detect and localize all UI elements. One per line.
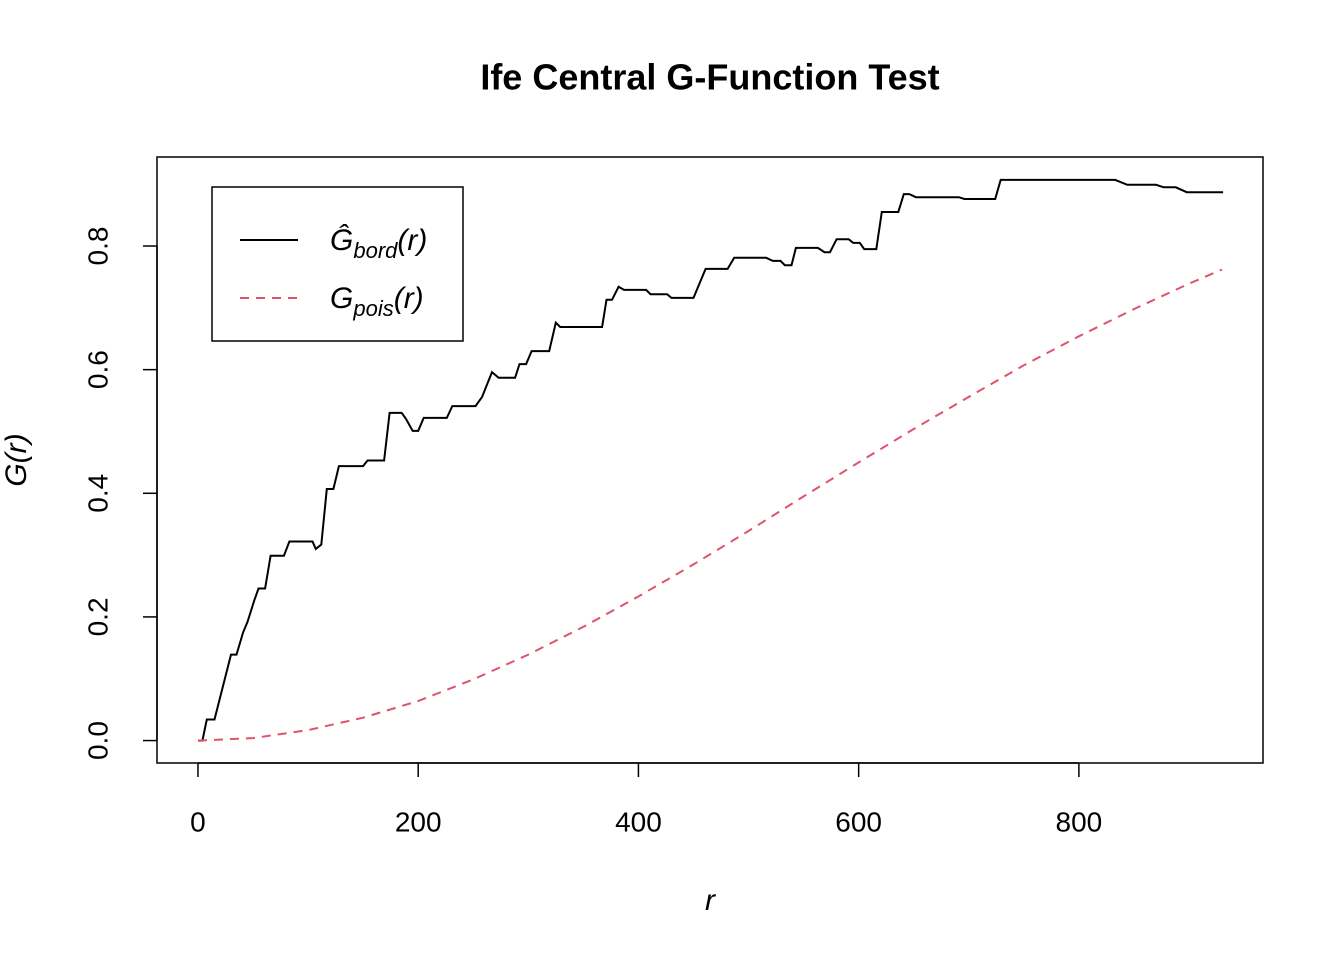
x-tick-label: 800: [1056, 806, 1103, 837]
series-line: [198, 178, 1224, 742]
y-tick-label: 0.6: [82, 350, 113, 389]
y-tick-label: 0.8: [82, 227, 113, 266]
x-tick-label: 0: [190, 806, 206, 837]
y-tick-label: 0.2: [82, 597, 113, 636]
legend-box: [211, 186, 464, 342]
series-line: [197, 268, 1223, 742]
x-tick-label: 600: [835, 806, 882, 837]
x-tick-label: 400: [615, 806, 662, 837]
legend-label: Gpois(r): [330, 282, 424, 321]
x-axis-label: r: [705, 884, 716, 917]
plot-frame: [156, 156, 1264, 764]
x-tick-label: 200: [395, 806, 442, 837]
legend-label: Ĝbord(r): [330, 223, 427, 263]
chart-title: Ife Central G-Function Test: [480, 57, 939, 98]
y-axis-label: G(r): [0, 433, 33, 486]
y-tick-label: 0.0: [82, 721, 113, 760]
y-tick-label: 0.4: [82, 474, 113, 513]
